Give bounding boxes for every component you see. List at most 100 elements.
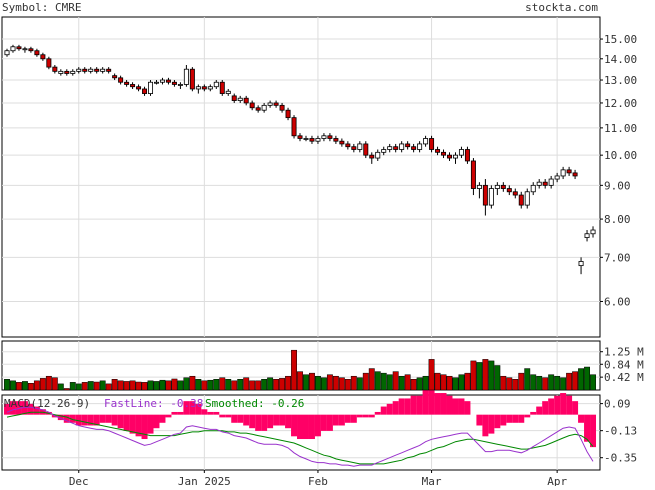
candle-body (106, 68, 112, 72)
volume-y-tick-label: 0.84 M (604, 358, 644, 371)
candle-body (464, 149, 470, 162)
macd-histogram-bar (572, 401, 579, 415)
macd-histogram-bar (219, 414, 226, 418)
volume-bar (279, 378, 286, 391)
candle-body (578, 261, 584, 267)
macd-histogram-bar (195, 403, 202, 415)
volume-bar (309, 372, 315, 391)
candle-body (494, 184, 500, 189)
candle-body (357, 143, 363, 150)
candle-body (148, 81, 154, 94)
price-y-tick-label: 11.00 (604, 122, 637, 135)
volume-bar (57, 383, 64, 391)
candle-body (76, 68, 82, 72)
candle-body (34, 50, 40, 56)
price-y-tick-label: 7.00 (604, 251, 631, 264)
volume-bar (464, 372, 471, 391)
volume-bar (566, 372, 573, 391)
volume-bar (338, 377, 345, 391)
price-panel (1, 16, 601, 338)
volume-bar (33, 380, 40, 391)
macd-histogram-bar (320, 414, 327, 431)
price-y-tick-label: 14.00 (604, 53, 637, 66)
x-axis-label: Apr (547, 475, 567, 486)
volume-bar (135, 381, 142, 391)
volume-bar (51, 377, 58, 391)
macd-fast-line (6, 406, 594, 467)
candle-body (52, 66, 58, 72)
macd-histogram-bar (285, 414, 292, 429)
candle-body (130, 84, 136, 88)
macd-histogram-bar (69, 414, 76, 423)
candle-body (273, 102, 279, 106)
macd-legend-title: MACD(12-26-9) (4, 397, 90, 410)
volume-bar (45, 375, 52, 391)
macd-histogram-bar (87, 414, 94, 426)
volume-bar (350, 375, 357, 391)
price-y-tick-label: 9.00 (604, 179, 631, 192)
candle-body (177, 84, 183, 86)
volume-bar (404, 374, 411, 391)
candle-body (327, 135, 333, 139)
candle-body (249, 102, 255, 109)
macd-histogram-bar (578, 414, 585, 423)
candle-body (530, 184, 536, 193)
volume-bar (159, 379, 166, 391)
volume-bar (189, 375, 196, 391)
macd-histogram-bar (338, 414, 345, 426)
candle-body (64, 70, 70, 74)
candle-body (399, 143, 405, 150)
volume-bar (171, 378, 178, 391)
candle-body (124, 81, 130, 85)
candle-body (381, 149, 387, 153)
volume-bar (392, 371, 399, 391)
candle-body (219, 81, 225, 94)
volume-bar (536, 375, 543, 391)
macd-histogram-bar (410, 395, 417, 415)
macd-histogram-bar (99, 414, 106, 423)
volume-bar (69, 382, 76, 391)
candle-body (118, 77, 124, 83)
macd-histogram-bar (440, 393, 447, 415)
macd-histogram-bar (428, 390, 435, 415)
volume-bar (81, 382, 88, 391)
macd-histogram-bar (165, 414, 172, 418)
macd-histogram-bar (255, 414, 262, 431)
volume-bar (225, 379, 232, 391)
candle-body (411, 146, 417, 150)
price-y-tick-label: 10.00 (604, 149, 637, 162)
candle-body (584, 233, 590, 238)
candle-body (560, 169, 566, 177)
candle-body (363, 143, 369, 156)
macd-histogram-bar (273, 414, 280, 426)
volume-bar (326, 374, 333, 391)
candle-body (393, 146, 399, 150)
macd-histogram-bar (111, 414, 118, 426)
macd-histogram-bar (183, 401, 190, 415)
macd-histogram-bar (141, 414, 148, 440)
candle-body (476, 184, 482, 189)
volume-bar (183, 377, 190, 391)
macd-histogram-bar (231, 414, 238, 423)
macd-histogram-bar (560, 393, 567, 415)
volume-bar (4, 379, 10, 391)
volume-bar (386, 374, 393, 391)
macd-smoothed-line (6, 411, 594, 465)
volume-bar (578, 368, 585, 391)
macd-histogram-bar (57, 414, 64, 421)
volume-bar (273, 379, 280, 391)
candle-body (16, 46, 22, 50)
candle-body (70, 70, 76, 74)
macd-histogram-bar (404, 398, 411, 415)
candle-body (255, 107, 261, 111)
volume-bar (440, 374, 447, 391)
candle-body (500, 184, 506, 189)
price-y-tick-label: 15.00 (604, 33, 637, 46)
macd-histogram-bar (512, 414, 519, 423)
macd-histogram-bar (237, 414, 244, 423)
candle-body (231, 95, 237, 101)
volume-bar (93, 381, 100, 391)
candle-body (46, 58, 52, 68)
candle-body (201, 86, 207, 90)
